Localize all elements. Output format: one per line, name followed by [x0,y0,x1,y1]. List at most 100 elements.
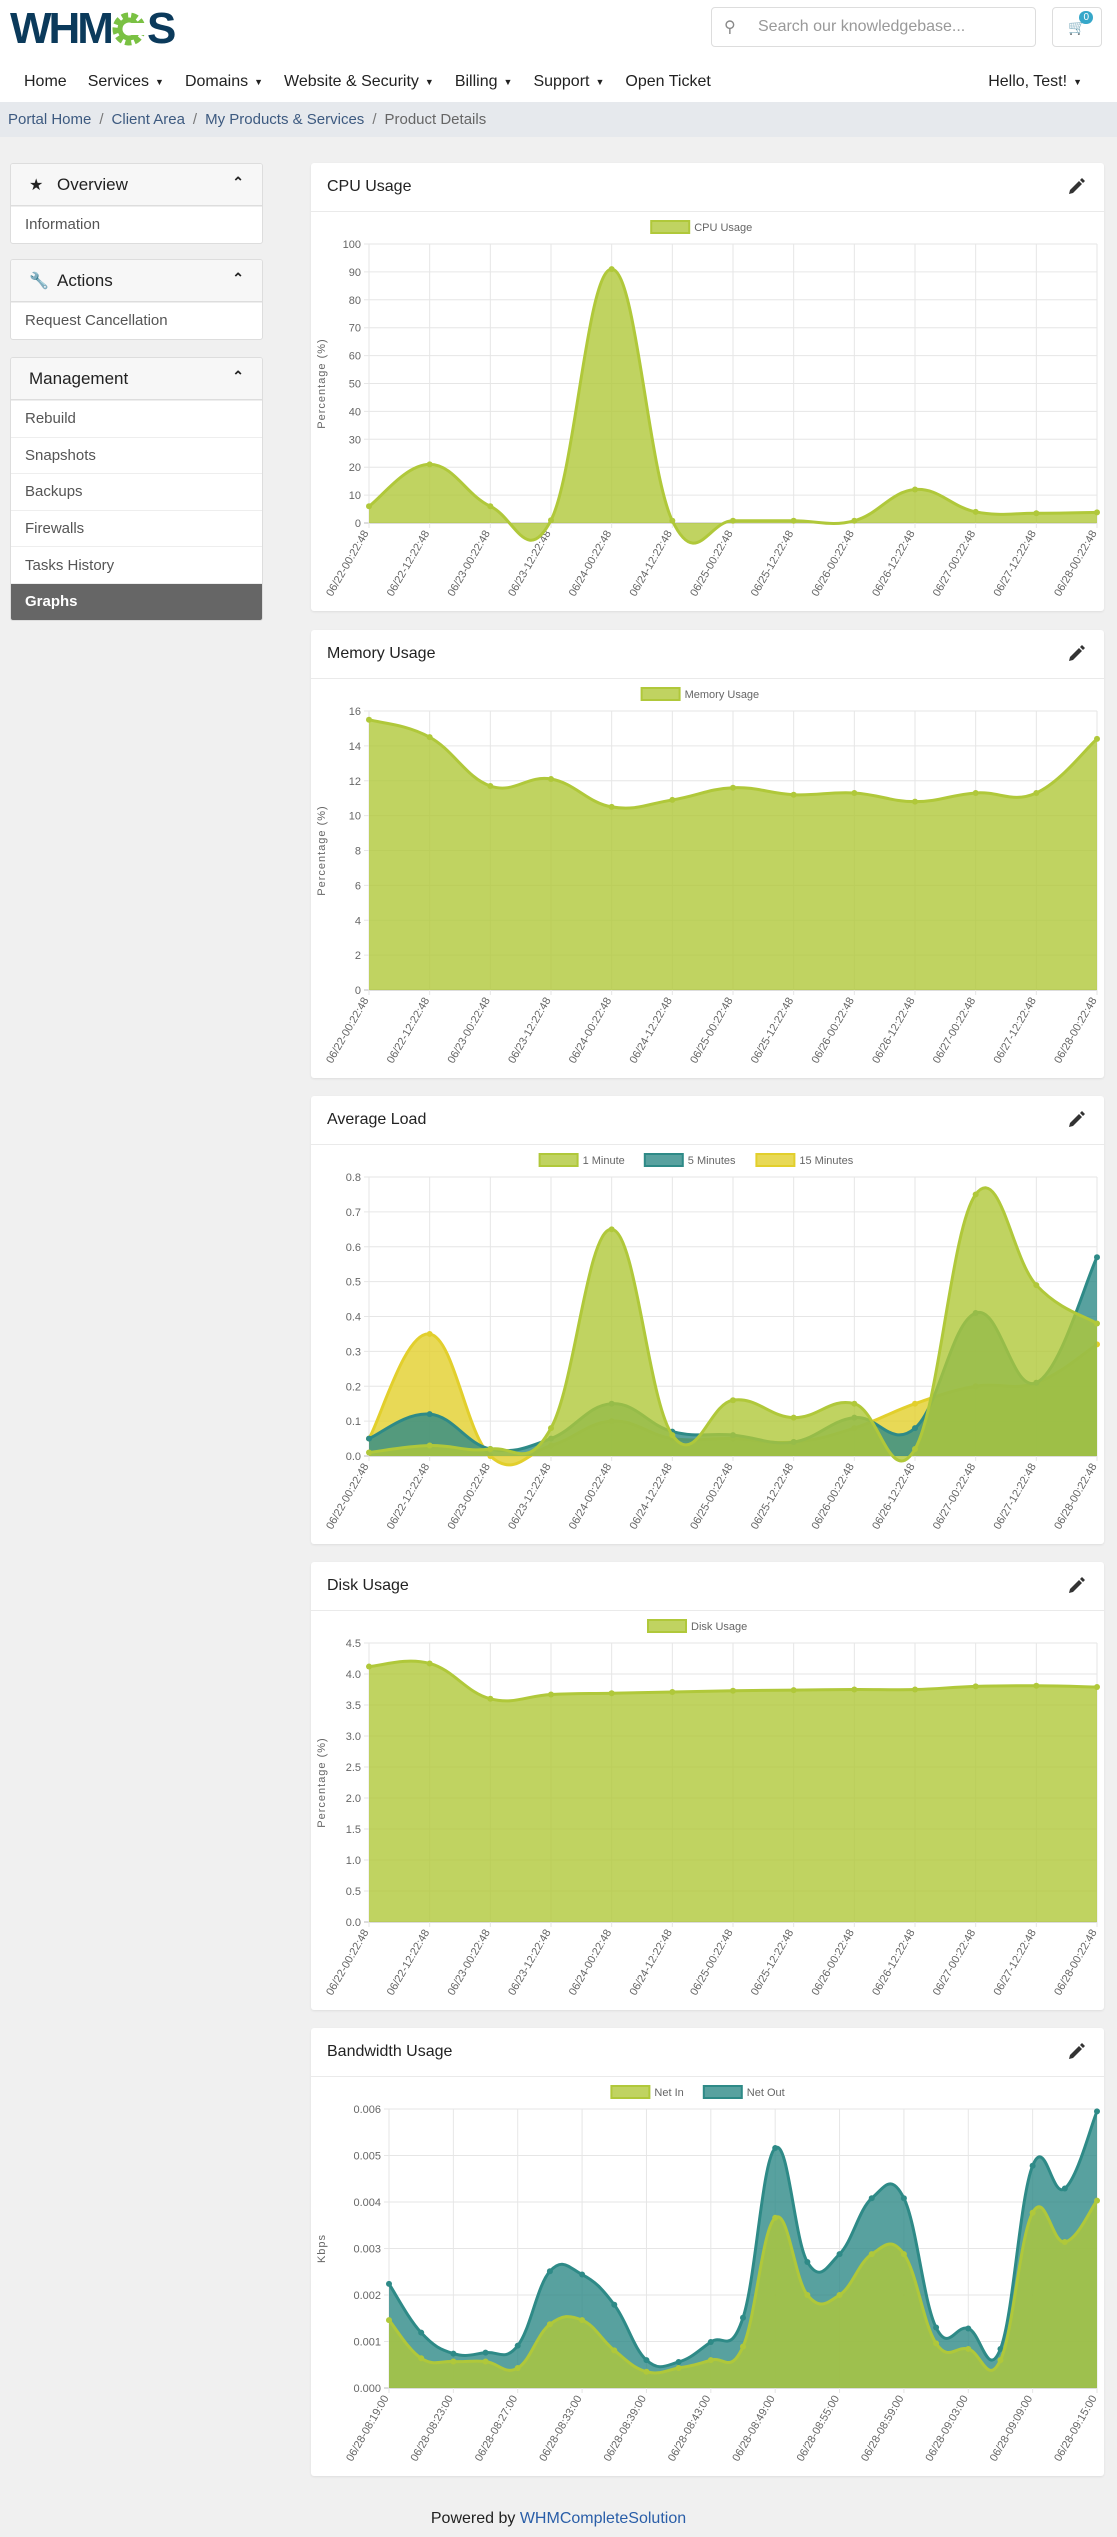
footer-link[interactable]: WHMCompleteSolution [519,2510,687,2527]
breadcrumb-products-services[interactable]: My Products & Services [205,111,365,128]
knowledgebase-search-input[interactable]: ⚲ Search our knowledgebase... [711,7,1036,47]
data-point [643,2357,650,2364]
pencil-icon[interactable] [1066,644,1086,664]
chevron-up-icon[interactable]: ⌃ [232,270,244,286]
sidebar-overview-header[interactable]: ★ Overview ⌃ [11,164,262,206]
data-point [548,1425,554,1432]
nav-billing[interactable]: Billing ▼ [455,73,513,91]
sidebar-item-tasks-history[interactable]: Tasks History [11,546,262,583]
whmcs-logo[interactable]: WHM S [10,4,176,53]
sidebar-item-firewalls[interactable]: Firewalls [11,509,262,547]
average-load-chart: 1 Minute 5 Minutes 15 Minutes 0.0 0.1 0.2 0.3 0… [324,1153,1100,1532]
data-point [579,2317,586,2324]
x-tick-label: 06/28-08:59:00 [859,2394,906,2464]
y-axis-label: Percentage (%) [316,805,328,895]
legend-label: 15 Minutes [799,1155,853,1167]
y-tick-label: 1.5 [346,1824,361,1836]
cpu-usage-chart: CPU Usage 0 10 20 30 40 50 60 70 80 90 100 06/22-00:… [316,220,1100,599]
data-point [1061,2185,1068,2192]
x-tick-label: 06/23-00:22:48 [446,529,493,599]
data-point [669,517,676,524]
nav-domains[interactable]: Domains ▼ [185,73,263,91]
nav-support[interactable]: Support ▼ [533,73,604,91]
pencil-icon[interactable] [1066,1576,1086,1596]
nav-label: Open Ticket [625,73,711,90]
chevron-up-icon[interactable]: ⌃ [232,174,244,190]
y-tick-label: 60 [349,351,361,363]
data-point [790,1687,797,1694]
x-tick-label: 06/27-12:22:48 [992,1462,1039,1532]
cart-button[interactable]: 🛒 0 [1052,7,1102,47]
sidebar-item-snapshots[interactable]: Snapshots [11,436,262,474]
data-point [997,2345,1004,2352]
x-tick-label: 06/24-12:22:48 [628,996,675,1066]
data-point [482,2358,489,2365]
y-tick-label: 0.002 [353,2290,381,2302]
x-tick-label: 06/25-12:22:48 [749,1462,796,1532]
x-tick-label: 06/28-08:33:00 [537,2394,584,2464]
data-point [965,2325,972,2332]
sidebar-item-request-cancellation[interactable]: Request Cancellation [11,302,262,339]
y-tick-label: 3.5 [346,1700,361,1712]
cart-count-badge: 0 [1079,11,1093,24]
caret-down-icon: ▼ [1073,76,1082,87]
data-point [804,2258,811,2265]
sidebar-item-graphs[interactable]: Graphs [11,582,262,620]
data-point [912,798,918,805]
legend-swatch [643,1153,684,1167]
nav-home[interactable]: Home [24,73,67,91]
y-tick-label: 10 [349,490,361,502]
breadcrumb-portal-home[interactable]: Portal Home [8,111,92,128]
sidebar-item-rebuild[interactable]: Rebuild [11,400,262,437]
y-tick-label: 0.6 [346,1242,361,1254]
sidebar-item-backups[interactable]: Backups [11,473,262,510]
data-point [900,2195,907,2202]
nav-open-ticket[interactable]: Open Ticket [625,73,710,91]
data-point [997,2357,1004,2364]
pencil-icon[interactable] [1066,1110,1086,1130]
data-point [1094,1320,1100,1327]
chevron-up-icon[interactable]: ⌃ [232,368,244,384]
data-point [912,1686,918,1693]
pencil-icon[interactable] [1066,2042,1086,2062]
breadcrumb-client-area[interactable]: Client Area [111,111,185,128]
x-tick-label: 06/24-00:22:48 [567,996,614,1066]
panel-title: Disk Usage [311,1562,1104,1611]
caret-down-icon: ▼ [254,76,264,87]
data-point [1033,1682,1040,1689]
pencil-icon[interactable] [1066,177,1086,197]
x-tick-label: 06/23-00:22:48 [446,1462,493,1532]
data-point [482,2349,489,2356]
data-point [643,2368,650,2375]
x-tick-label: 06/25-00:22:48 [688,996,735,1066]
series-area [369,1661,1097,1922]
data-point [608,1690,615,1697]
data-point [1094,509,1100,516]
sidebar-management-header[interactable]: Management ⌃ [11,358,262,400]
data-point [1094,1684,1100,1691]
data-point [546,2268,553,2275]
data-point [707,2357,714,2364]
x-tick-label: 06/28-08:19:00 [344,2394,391,2464]
data-point [608,266,615,273]
nav-website-security[interactable]: Website & Security ▼ [284,73,434,91]
data-point [772,2214,779,2221]
data-point [1033,1282,1040,1289]
breadcrumb-separator: / [192,111,198,128]
y-tick-label: 2.0 [346,1793,361,1805]
sidebar-actions-header[interactable]: 🔧 Actions ⌃ [11,260,262,302]
data-point [730,784,736,791]
data-point [772,2145,779,2152]
nav-services[interactable]: Services ▼ [88,73,164,91]
y-tick-label: 0.5 [346,1277,361,1289]
series-area [389,2200,1097,2388]
x-tick-label: 06/28-08:23:00 [409,2394,456,2464]
y-tick-label: 0.8 [346,1172,361,1184]
data-point [740,2343,746,2350]
user-menu[interactable]: Hello, Test! ▼ [988,73,1082,91]
y-tick-label: 0.4 [346,1312,361,1324]
sidebar-item-information[interactable]: Information [11,206,262,243]
legend-label: Net Out [747,2087,785,2099]
data-point [972,1683,979,1690]
data-point [386,2317,392,2324]
